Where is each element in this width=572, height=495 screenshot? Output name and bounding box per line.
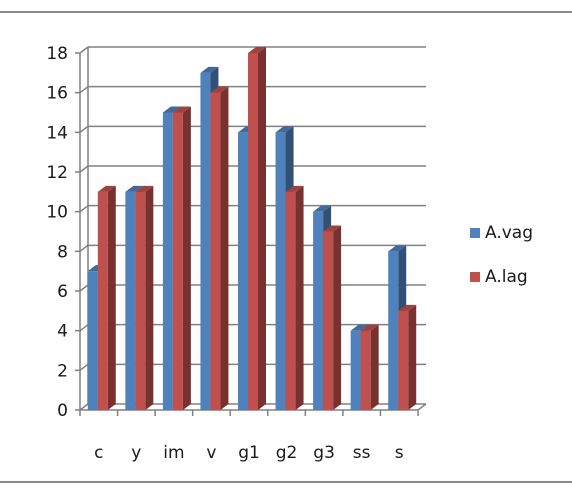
floor-right-edge — [417, 403, 427, 411]
bar-top-a-lag — [135, 185, 154, 192]
bar-top-a-vag — [125, 185, 144, 192]
top-border — [0, 11, 572, 13]
bar-side-a-lag — [258, 47, 266, 410]
bar-side-a-lag — [408, 304, 417, 410]
bar-top-a-lag — [97, 185, 116, 192]
gridline-depth — [79, 284, 89, 292]
bar-a-vag — [388, 251, 399, 410]
y-tick-label: 12 — [46, 163, 68, 183]
legend-label-a-vag: A.vag — [485, 223, 534, 243]
x-tick-label: v — [206, 443, 216, 463]
bar-a-lag — [248, 53, 258, 410]
bar-top-a-lag — [398, 304, 417, 311]
bar-a-vag — [200, 72, 211, 410]
bar-top-a-vag — [388, 245, 407, 252]
bar-side-a-lag — [145, 185, 154, 410]
gridline-depth — [79, 86, 89, 94]
legend: A.vag A.lag — [470, 223, 533, 311]
bar-a-vag — [162, 112, 173, 410]
bar-a-vag — [125, 191, 136, 410]
bar-top-a-lag — [210, 86, 229, 93]
gridline-depth — [79, 363, 89, 371]
legend-label-a-lag: A.lag — [485, 267, 528, 287]
bar-a-lag — [285, 191, 296, 410]
y-tick-label: 0 — [57, 401, 68, 421]
bar-a-vag — [275, 132, 286, 411]
y-tick-label: 4 — [57, 322, 68, 342]
x-tick-label: g2 — [276, 443, 298, 463]
x-tick-label: c — [94, 443, 103, 463]
gridline-depth — [79, 125, 89, 133]
bar-a-lag — [398, 310, 409, 410]
bar-a-vag — [350, 330, 361, 410]
gridline-depth — [79, 205, 89, 213]
bar-side-a-lag — [370, 324, 379, 410]
bars — [87, 47, 417, 411]
gridline-depth — [79, 403, 89, 411]
legend-swatch-a-lag — [470, 272, 480, 282]
bar-a-lag — [172, 112, 183, 410]
bar-a-lag — [135, 191, 146, 410]
y-tick-label: 10 — [46, 203, 68, 223]
y-tick-label: 18 — [46, 44, 68, 64]
bar-a-lag — [97, 191, 108, 410]
bar-top-a-lag — [172, 106, 191, 113]
bottom-border — [0, 481, 572, 483]
bar-top-a-lag — [323, 225, 342, 232]
gridline-depth — [79, 244, 89, 252]
bar-top-a-vag — [275, 126, 294, 133]
bar-top-a-vag — [200, 66, 219, 73]
bar-a-vag — [87, 271, 98, 410]
x-tick-label: s — [395, 443, 404, 463]
x-tick-label: g1 — [238, 443, 260, 463]
x-tick-label: y — [131, 443, 141, 463]
bar-top-a-vag — [162, 106, 181, 113]
x-tick-label: g3 — [313, 443, 335, 463]
bar-a-lag — [323, 231, 334, 410]
legend-item-a-vag: A.vag — [470, 223, 533, 243]
bar-a-vag — [313, 211, 324, 410]
bar-top-a-lag — [360, 324, 379, 331]
bar-a-vag — [238, 132, 248, 411]
x-tick-label: im — [163, 443, 184, 463]
y-tick-label: 14 — [46, 123, 68, 143]
bar-top-a-vag — [313, 205, 332, 212]
bar-top-a-vag — [350, 324, 369, 331]
bar-side-a-lag — [182, 106, 191, 410]
gridline-depth — [79, 46, 89, 54]
gridline-depth — [79, 324, 89, 332]
legend-item-a-lag: A.lag — [470, 267, 533, 287]
bar-top-a-lag — [285, 185, 304, 192]
bar-a-lag — [360, 330, 371, 410]
bar-top-a-lag — [248, 47, 266, 53]
y-tick-label: 8 — [57, 242, 68, 262]
bar-side-a-lag — [295, 185, 304, 410]
legend-swatch-a-vag — [470, 228, 480, 238]
y-tick-label: 2 — [57, 361, 68, 381]
bar-side-a-lag — [333, 225, 342, 410]
bar-a-lag — [210, 92, 221, 411]
bar-side-a-lag — [107, 185, 116, 410]
gridline-depth — [79, 165, 89, 173]
x-tick-label: ss — [353, 443, 371, 463]
y-tick-label: 6 — [57, 282, 68, 302]
bar-side-a-lag — [220, 86, 229, 411]
y-tick-label: 16 — [46, 84, 68, 104]
